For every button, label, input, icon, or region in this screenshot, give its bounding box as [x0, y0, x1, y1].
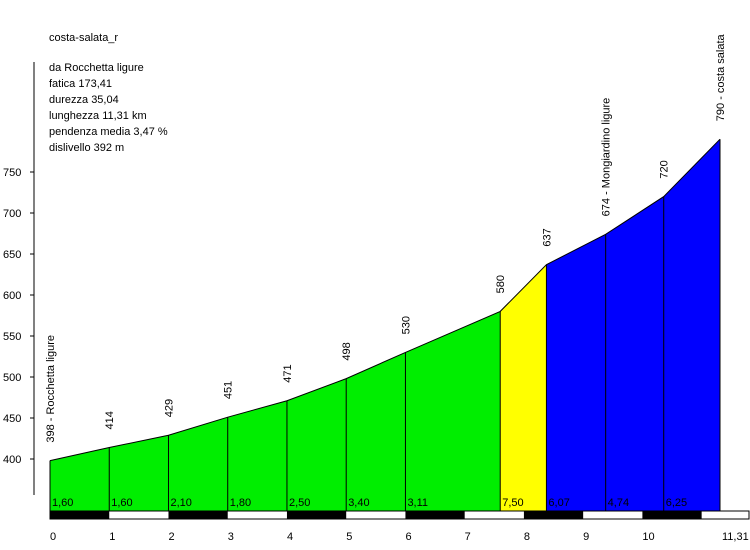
point-label-4: 471 — [282, 364, 294, 382]
profile-segment-6 — [405, 311, 501, 511]
x-tick-label-6: 6 — [405, 531, 411, 543]
gradient-label-8: 6,07 — [548, 497, 569, 509]
x-tick-label-2: 2 — [168, 531, 174, 543]
gradient-labels: 1,60 1,60 2,10 1,80 2,50 3,40 3,11 7,50 6,07 4,74… — [52, 497, 687, 509]
x-tick-label-3: 3 — [228, 531, 234, 543]
stat-dislivello: dislivello 392 m — [49, 142, 125, 154]
y-tick-label-4: 600 — [3, 290, 21, 302]
stat-lunghezza: lunghezza 11,31 km — [49, 110, 147, 122]
scale-bar-block-10 — [642, 511, 702, 519]
gradient-label-6: 3,11 — [407, 497, 428, 509]
y-tick-label-3: 550 — [3, 331, 21, 343]
gradient-label-7: 7,50 — [502, 497, 523, 509]
profile-segment-2 — [168, 417, 228, 511]
scale-bar-block-8 — [523, 511, 584, 519]
point-label-8: 637 — [541, 228, 553, 246]
gradient-label-3: 1,80 — [230, 497, 251, 509]
segment-dividers — [49, 138, 721, 511]
x-axis-labels: 0 1 2 3 4 5 6 7 8 9 10 11,31 — [50, 531, 749, 543]
y-tick-label-6: 700 — [3, 208, 21, 220]
distance-scale-bar — [49, 510, 750, 520]
profile-segments — [50, 139, 720, 511]
x-tick-label-5: 5 — [346, 531, 352, 543]
scale-bar-block-4 — [286, 511, 347, 519]
profile-segment-7 — [500, 264, 547, 511]
y-tick-label-7: 750 — [3, 167, 21, 179]
point-label-6: 530 — [400, 316, 412, 334]
profile-segment-1 — [109, 435, 169, 511]
stat-start: da Rocchetta ligure — [49, 62, 144, 74]
point-label-7: 580 — [495, 275, 507, 293]
y-tick-label-2: 500 — [3, 372, 21, 384]
stat-fatica: fatica 173,41 — [49, 78, 112, 90]
x-tick-label-7: 7 — [465, 531, 471, 543]
profile-segment-8 — [546, 234, 606, 511]
profile-line — [49, 138, 721, 462]
stats-block: da Rocchetta ligure fatica 173,41 durezz… — [49, 60, 168, 156]
point-label-1: 414 — [104, 411, 116, 429]
point-label-10: 720 — [659, 160, 671, 178]
profile-segment-5 — [346, 352, 406, 511]
point-label-3: 451 — [223, 381, 235, 399]
gradient-label-5: 3,40 — [348, 497, 369, 509]
scale-bar-block-2 — [168, 511, 228, 519]
y-tick-label-0: 400 — [3, 454, 21, 466]
x-tick-label-1: 1 — [109, 531, 115, 543]
gradient-label-1: 1,60 — [111, 497, 132, 509]
x-tick-label-10: 10 — [642, 531, 654, 543]
y-tick-label-1: 450 — [3, 413, 21, 425]
x-tick-label-11: 11,31 — [722, 531, 749, 543]
x-tick-label-8: 8 — [524, 531, 530, 543]
gradient-label-4: 2,50 — [289, 497, 310, 509]
point-label-9: 674 - Mongiardino ligure — [601, 98, 613, 217]
point-label-2: 429 — [163, 399, 175, 417]
stat-durezza: durezza 35,04 — [49, 94, 119, 106]
y-tick-label-5: 650 — [3, 249, 21, 261]
gradient-label-2: 2,10 — [170, 497, 191, 509]
scale-bar-block-0 — [50, 511, 110, 519]
gradient-label-9: 4,74 — [608, 497, 629, 509]
profile-segment-3 — [227, 400, 287, 511]
gradient-label-10: 6,25 — [666, 497, 687, 509]
point-labels: 398 - Rocchetta ligure 414 429 451 471 498 530… — [45, 33, 727, 442]
profile-segment-4 — [286, 378, 347, 511]
scale-bar-block-6 — [405, 511, 465, 519]
profile-segment-0 — [50, 447, 110, 511]
stat-pendenza: pendenza media 3,47 % — [49, 126, 168, 138]
y-axis: 400 450 500 550 600 650 700 750 — [3, 62, 35, 495]
profile-segment-9 — [605, 196, 664, 511]
x-tick-label-9: 9 — [583, 531, 589, 543]
x-tick-label-0: 0 — [50, 531, 56, 543]
x-tick-label-4: 4 — [287, 531, 293, 543]
point-label-0: 398 - Rocchetta ligure — [45, 335, 57, 443]
chart-title: costa-salata_r — [49, 32, 119, 44]
profile-segment-10 — [663, 139, 720, 511]
point-label-5: 498 — [341, 342, 353, 360]
gradient-label-0: 1,60 — [52, 497, 73, 509]
point-label-11: 790 - costa salata — [715, 33, 727, 121]
